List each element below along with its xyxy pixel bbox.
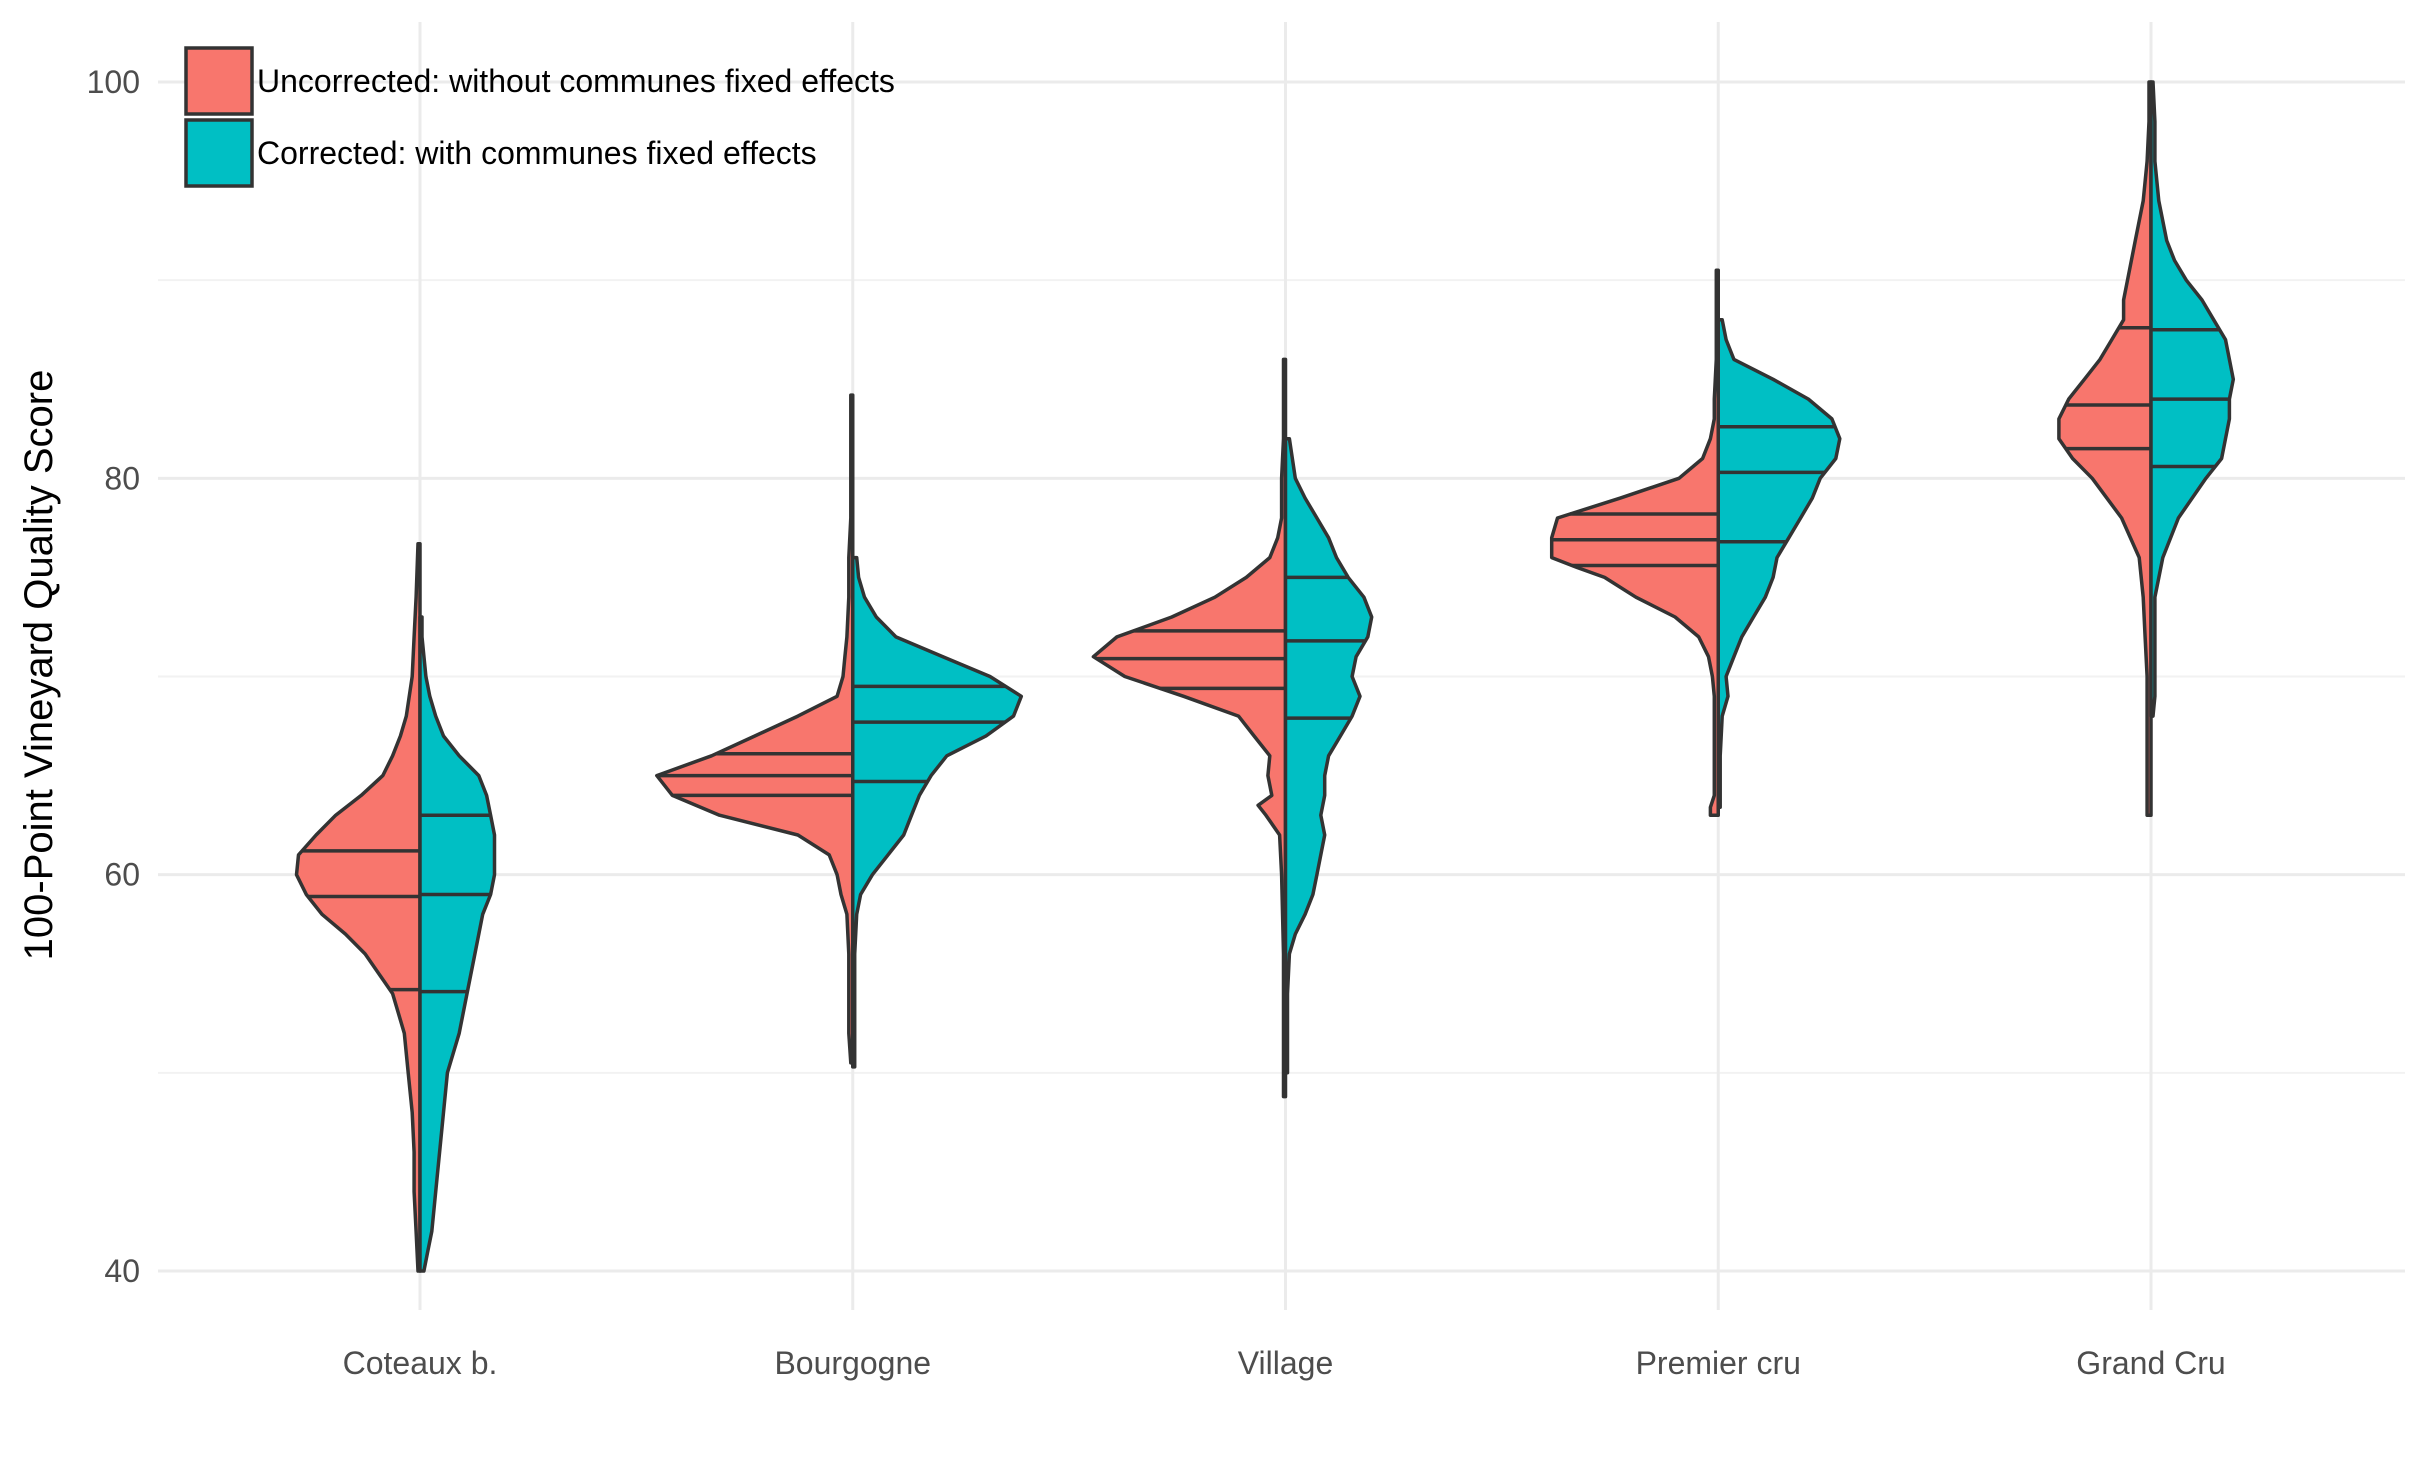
x-tick-label: Village	[1238, 1345, 1333, 1381]
violin-half	[1283, 436, 1374, 1075]
x-tick-label: Grand Cru	[2076, 1345, 2225, 1381]
y-tick-label: 100	[87, 64, 140, 100]
y-axis-title: 100-Point Vineyard Quality Score	[17, 370, 61, 961]
y-tick-label: 40	[104, 1253, 140, 1289]
y-tick-label: 60	[104, 857, 140, 893]
violin-half	[1716, 318, 1842, 810]
legend-label: Corrected: with communes fixed effects	[257, 135, 817, 171]
legend: Uncorrected: without communes fixed effe…	[184, 46, 895, 188]
violin-half	[294, 541, 422, 1273]
legend-swatch	[184, 118, 254, 188]
violins	[294, 80, 2236, 1273]
x-tick-label: Premier cru	[1636, 1345, 1801, 1381]
legend-swatch	[184, 46, 254, 116]
violin-half	[1549, 268, 1720, 817]
x-tick-label: Bourgogne	[774, 1345, 931, 1381]
violin-half	[1091, 357, 1288, 1099]
violin-half	[655, 393, 855, 1065]
y-tick-label: 80	[104, 460, 140, 496]
y-axis: 40 60 80 100	[87, 64, 140, 1289]
violin-half	[851, 555, 1024, 1069]
x-axis: Coteaux b. Bourgogne Village Premier cru Gra…	[343, 1345, 2226, 1381]
x-tick-label: Coteaux b.	[343, 1345, 498, 1381]
legend-label: Uncorrected: without communes fixed effe…	[257, 63, 895, 99]
violin-half	[418, 615, 497, 1273]
